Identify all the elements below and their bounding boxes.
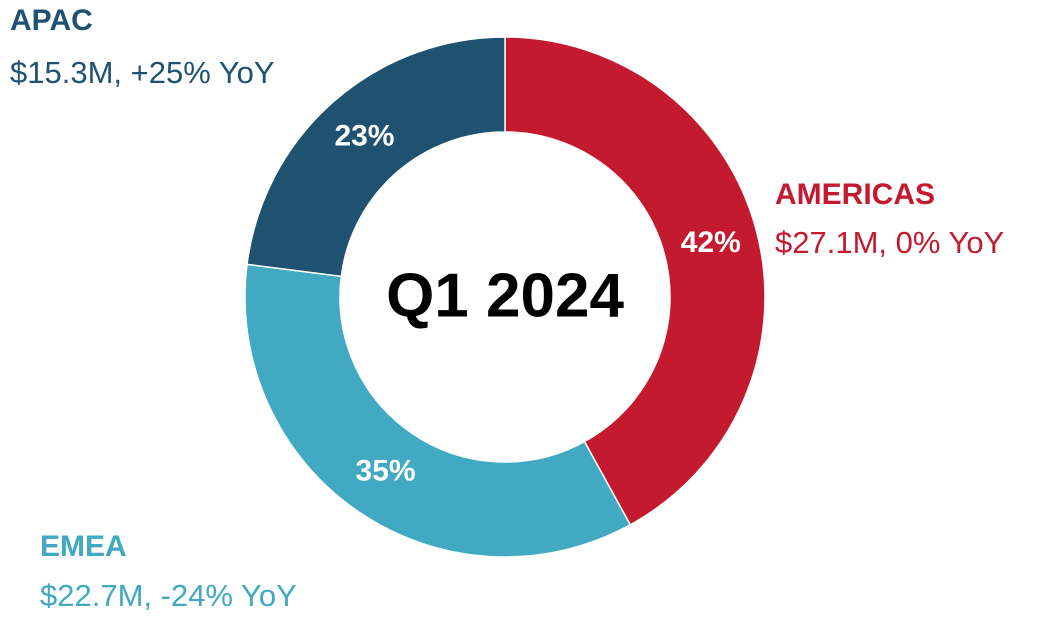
slice	[244, 263, 632, 558]
category-label: EMEA	[40, 530, 127, 563]
annotation: $15.3M, +25% YoY	[10, 55, 275, 90]
category-label: AMERICAS	[775, 178, 935, 211]
slice	[504, 36, 766, 526]
slice-label: 35%	[356, 455, 416, 488]
annotation: $22.7M, -24% YoY	[40, 578, 297, 613]
slice-label: 23%	[334, 120, 394, 153]
center-title: Q1 2024	[386, 261, 624, 330]
category-label: APAC	[10, 4, 93, 37]
slice-label: 42%	[681, 226, 741, 259]
slice	[246, 36, 506, 278]
annotation: $27.1M, 0% YoY	[775, 225, 1004, 260]
